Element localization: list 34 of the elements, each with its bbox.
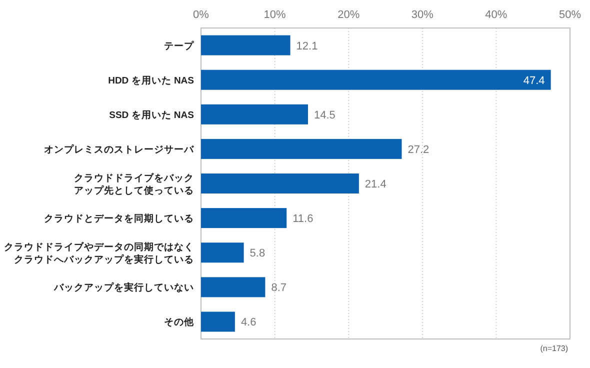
bar xyxy=(201,138,402,159)
x-tick-label: 20% xyxy=(338,9,360,21)
y-tick-label: クラウドとデータを同期している xyxy=(44,212,194,225)
y-tick-label: バックアップを実行していない xyxy=(53,282,194,294)
data-label: 5.8 xyxy=(250,248,266,260)
data-label: 21.4 xyxy=(364,178,386,190)
bar xyxy=(201,70,551,90)
y-tick-label: SSD を用いた NAS xyxy=(109,110,194,121)
x-tick-label: 30% xyxy=(411,9,434,21)
data-label: 47.4 xyxy=(523,74,545,87)
data-label: 11.6 xyxy=(292,213,314,226)
bar xyxy=(201,35,290,56)
x-tick-label: 40% xyxy=(485,9,508,21)
y-tick-label: クラウドドライブやデータの同期ではなくクラウドへバックアップを実行している xyxy=(4,240,194,266)
y-tick-label: その他 xyxy=(164,316,195,328)
data-label: 27.2 xyxy=(408,144,430,156)
y-tick-label: HDD を用いた NAS xyxy=(108,75,194,86)
bar xyxy=(201,242,244,263)
data-label: 14.5 xyxy=(314,109,336,122)
bar xyxy=(201,104,308,124)
bar xyxy=(201,277,266,298)
y-tick-label: クラウドドライブをバックアップ先として使っている xyxy=(74,172,194,196)
data-label: 8.7 xyxy=(271,282,287,294)
x-tick-label: 50% xyxy=(558,9,582,21)
bar xyxy=(201,208,287,228)
data-label: 12.1 xyxy=(296,40,318,52)
text: (n=173) xyxy=(540,344,568,353)
bar xyxy=(201,312,235,332)
x-tick-label: 10% xyxy=(264,9,286,21)
x-tick-label: 0% xyxy=(193,9,210,21)
y-tick-label: オンプレミスのストレージサーバ xyxy=(44,143,195,156)
y-tick-label: テープ xyxy=(164,40,195,52)
bar xyxy=(201,174,359,194)
data-label: 4.6 xyxy=(240,316,256,329)
